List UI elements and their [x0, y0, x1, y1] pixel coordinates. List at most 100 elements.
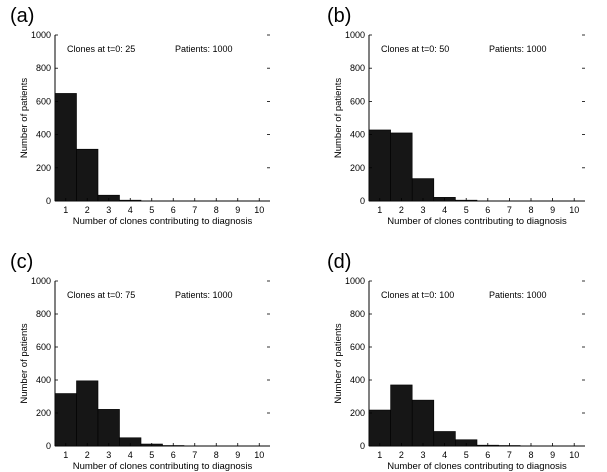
x-axis-label: Number of clones contributing to diagnos…	[387, 216, 567, 227]
y-tick-label: 400	[36, 130, 51, 140]
x-tick-label: 5	[149, 205, 154, 215]
y-tick-label: 400	[350, 130, 365, 140]
y-tick-label: 800	[350, 63, 365, 73]
x-tick-label: 6	[485, 450, 490, 460]
y-tick-label: 1000	[31, 276, 51, 286]
y-tick-label: 1000	[345, 30, 365, 40]
y-axis-label: Number of patients	[19, 78, 30, 159]
x-tick-label: 3	[420, 205, 425, 215]
y-tick-label: 200	[36, 163, 51, 173]
x-tick-label: 9	[235, 450, 240, 460]
x-tick-label: 8	[528, 450, 533, 460]
x-tick-label: 1	[63, 450, 68, 460]
histogram-bar	[390, 132, 413, 202]
x-tick-label: 3	[106, 205, 111, 215]
annotation-initial-clones: Clones at t=0: 25	[67, 44, 135, 54]
histogram-bar	[411, 178, 435, 202]
y-tick-label: 800	[350, 309, 365, 319]
histogram-bar	[368, 129, 391, 202]
histogram-bar	[390, 384, 413, 447]
x-axis-label: Number of clones contributing to diagnos…	[73, 461, 253, 472]
y-tick-label: 400	[350, 375, 365, 385]
x-tick-label: 6	[171, 450, 176, 460]
x-axis-label: Number of clones contributing to diagnos…	[73, 216, 253, 227]
x-tick-label: 4	[442, 205, 447, 215]
x-tick-label: 10	[254, 450, 264, 460]
annotation-initial-clones: Clones at t=0: 75	[67, 290, 135, 300]
histogram-bar	[411, 399, 435, 447]
x-tick-label: 2	[85, 205, 90, 215]
x-tick-label: 10	[569, 205, 579, 215]
y-tick-label: 800	[36, 63, 51, 73]
y-tick-label: 600	[350, 96, 365, 106]
annotation-initial-clones: Clones at t=0: 50	[381, 44, 449, 54]
x-tick-label: 4	[128, 450, 133, 460]
x-tick-label: 9	[550, 205, 555, 215]
y-tick-label: 600	[36, 96, 51, 106]
histogram-bar	[54, 93, 77, 202]
y-tick-label: 0	[46, 196, 51, 206]
panel-letter: (d)	[327, 251, 351, 273]
y-tick-label: 0	[360, 441, 365, 451]
y-tick-label: 600	[350, 342, 365, 352]
y-axis-label: Number of patients	[19, 323, 30, 404]
x-tick-label: 5	[464, 450, 469, 460]
x-tick-label: 4	[128, 205, 133, 215]
histogram-bar	[76, 380, 99, 447]
x-tick-label: 5	[464, 205, 469, 215]
y-axis-label: Number of patients	[333, 323, 344, 404]
y-tick-label: 800	[36, 309, 51, 319]
panel-letter: (b)	[327, 5, 351, 27]
x-tick-label: 2	[399, 450, 404, 460]
x-tick-label: 1	[377, 205, 382, 215]
x-tick-label: 1	[63, 205, 68, 215]
x-tick-label: 10	[254, 205, 264, 215]
panel-letter: (c)	[10, 251, 33, 273]
x-tick-label: 10	[569, 450, 579, 460]
x-tick-label: 9	[235, 205, 240, 215]
y-axis-label: Number of patients	[333, 78, 344, 159]
x-tick-label: 2	[399, 205, 404, 215]
histogram-bar	[368, 409, 391, 447]
y-tick-label: 600	[36, 342, 51, 352]
x-tick-label: 6	[171, 205, 176, 215]
annotation-patients: Patients: 1000	[489, 290, 547, 300]
y-tick-label: 0	[46, 441, 51, 451]
x-tick-label: 7	[507, 205, 512, 215]
y-tick-label: 200	[350, 163, 365, 173]
x-tick-label: 2	[85, 450, 90, 460]
x-tick-label: 8	[528, 205, 533, 215]
x-tick-label: 7	[192, 205, 197, 215]
annotation-patients: Patients: 1000	[489, 44, 547, 54]
x-tick-label: 7	[192, 450, 197, 460]
y-tick-label: 0	[360, 196, 365, 206]
x-tick-label: 3	[106, 450, 111, 460]
x-tick-label: 3	[420, 450, 425, 460]
x-tick-label: 9	[550, 450, 555, 460]
histogram-bar	[54, 393, 77, 447]
x-tick-label: 6	[485, 205, 490, 215]
x-tick-label: 8	[214, 205, 219, 215]
annotation-initial-clones: Clones at t=0: 100	[381, 290, 454, 300]
x-tick-label: 7	[507, 450, 512, 460]
y-tick-label: 1000	[31, 30, 51, 40]
y-tick-label: 200	[350, 408, 365, 418]
x-tick-label: 1	[377, 450, 382, 460]
panel-letter: (a)	[10, 5, 34, 27]
x-tick-label: 4	[442, 450, 447, 460]
y-tick-label: 1000	[345, 276, 365, 286]
y-tick-label: 200	[36, 408, 51, 418]
histogram-bar	[76, 148, 99, 202]
x-tick-label: 8	[214, 450, 219, 460]
y-tick-label: 400	[36, 375, 51, 385]
histogram-bar	[97, 409, 120, 447]
annotation-patients: Patients: 1000	[175, 44, 233, 54]
annotation-patients: Patients: 1000	[175, 290, 233, 300]
x-tick-label: 5	[149, 450, 154, 460]
x-axis-label: Number of clones contributing to diagnos…	[387, 461, 567, 472]
